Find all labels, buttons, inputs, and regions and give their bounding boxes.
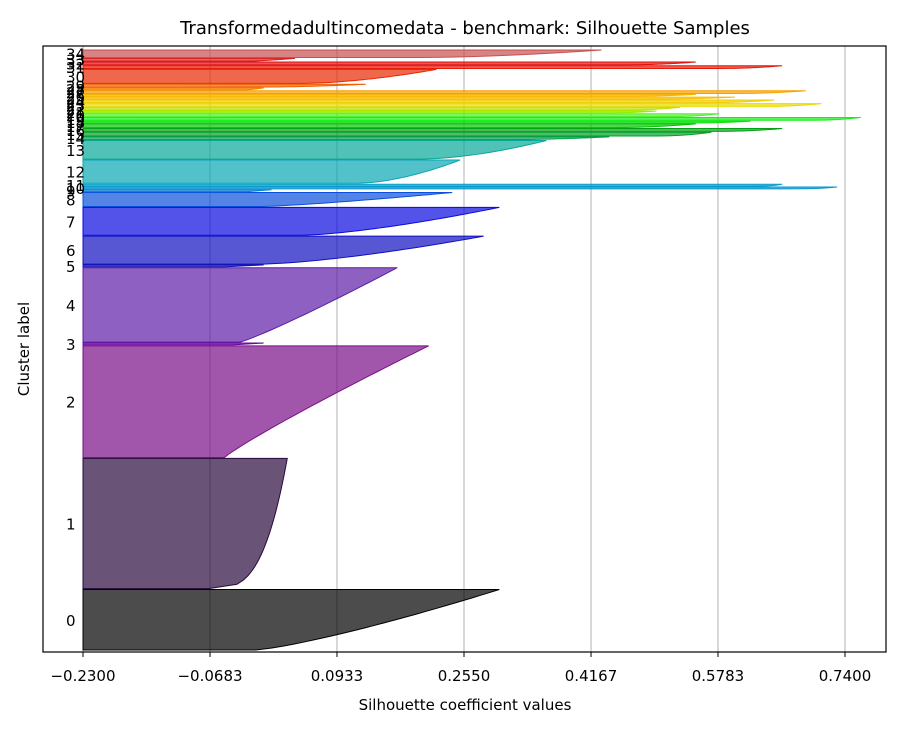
silhouette-cluster-28 <box>82 87 264 91</box>
silhouette-cluster-19 <box>82 116 861 121</box>
silhouette-cluster-8 <box>82 191 453 207</box>
cluster-label-10: 10 <box>66 180 85 198</box>
silhouette-bars <box>82 49 861 651</box>
silhouette-cluster-11 <box>82 183 783 187</box>
silhouette-cluster-16 <box>82 128 783 132</box>
cluster-label-21: 21 <box>66 104 85 122</box>
cluster-label-23: 23 <box>66 97 85 115</box>
silhouette-cluster-32 <box>82 61 696 66</box>
cluster-label-28: 28 <box>66 81 85 99</box>
cluster-label-18: 18 <box>66 114 85 132</box>
cluster-label-14: 14 <box>66 130 85 148</box>
silhouette-cluster-17 <box>82 123 696 129</box>
x-tick-label: 0.5783 <box>692 667 745 685</box>
cluster-label-5: 5 <box>66 258 76 276</box>
silhouette-cluster-1 <box>82 457 288 590</box>
silhouette-cluster-9 <box>82 189 272 193</box>
silhouette-cluster-24 <box>82 99 775 104</box>
cluster-label-8: 8 <box>66 192 76 210</box>
cluster-label-32: 32 <box>66 55 85 73</box>
x-tick-label: 0.2550 <box>438 667 491 685</box>
cluster-label-24: 24 <box>66 93 85 111</box>
silhouette-cluster-3 <box>82 342 264 346</box>
x-axis-label: Silhouette coefficient values <box>359 696 572 714</box>
silhouette-cluster-23 <box>82 103 822 107</box>
silhouette-cluster-21 <box>82 110 657 114</box>
cluster-label-15: 15 <box>66 126 85 144</box>
cluster-label-9: 9 <box>66 183 76 201</box>
cluster-label-34: 34 <box>66 46 85 64</box>
cluster-label-2: 2 <box>66 394 76 412</box>
cluster-label-25: 25 <box>66 90 85 108</box>
cluster-label-6: 6 <box>66 242 76 260</box>
y-axis-label: Cluster label <box>15 302 33 396</box>
cluster-labels: 0123456789101112131415161718192021222324… <box>66 46 85 630</box>
cluster-label-1: 1 <box>66 516 76 534</box>
x-tick-label: 0.4167 <box>565 667 618 685</box>
cluster-label-16: 16 <box>66 122 85 140</box>
silhouette-cluster-2 <box>82 345 429 458</box>
cluster-label-31: 31 <box>66 59 85 77</box>
silhouette-cluster-33 <box>82 57 296 62</box>
cluster-label-12: 12 <box>66 164 85 182</box>
cluster-label-3: 3 <box>66 336 76 354</box>
x-axis-ticks: −0.2300 −0.0683 0.0933 0.2550 0.4167 0.5783 0.… <box>50 652 871 685</box>
silhouette-cluster-7 <box>82 206 500 236</box>
cluster-label-11: 11 <box>66 177 85 195</box>
silhouette-cluster-4 <box>82 267 398 343</box>
silhouette-cluster-18 <box>82 120 751 124</box>
cluster-label-27: 27 <box>66 84 85 102</box>
silhouette-cluster-5 <box>82 264 264 268</box>
cluster-label-0: 0 <box>66 612 76 630</box>
silhouette-cluster-12 <box>82 159 461 184</box>
silhouette-cluster-15 <box>82 131 712 137</box>
cluster-label-22: 22 <box>66 101 85 119</box>
chart-title: Transformedadultincomedata - benchmark: … <box>179 18 750 39</box>
silhouette-cluster-6 <box>82 235 484 265</box>
silhouette-cluster-26 <box>82 93 696 97</box>
cluster-label-29: 29 <box>66 78 85 96</box>
cluster-label-26: 26 <box>66 87 85 105</box>
cluster-label-4: 4 <box>66 297 76 315</box>
silhouette-cluster-14 <box>82 136 610 141</box>
silhouette-cluster-0 <box>82 589 500 651</box>
cluster-label-20: 20 <box>66 107 85 125</box>
silhouette-cluster-30 <box>82 68 437 84</box>
x-tick-label: 0.7400 <box>819 667 872 685</box>
silhouette-cluster-13 <box>82 140 547 160</box>
cluster-label-13: 13 <box>66 142 85 160</box>
cluster-label-33: 33 <box>66 52 85 70</box>
cluster-label-19: 19 <box>66 111 85 129</box>
silhouette-cluster-10 <box>82 186 838 190</box>
cluster-label-7: 7 <box>66 213 76 231</box>
x-tick-label: 0.0933 <box>311 667 364 685</box>
silhouette-cluster-20 <box>82 113 720 118</box>
silhouette-cluster-31 <box>82 65 783 70</box>
silhouette-cluster-34 <box>82 49 602 58</box>
cluster-label-17: 17 <box>66 118 85 136</box>
silhouette-cluster-27 <box>82 90 806 95</box>
silhouette-cluster-29 <box>82 83 366 88</box>
x-tick-label: −0.2300 <box>50 667 115 685</box>
silhouette-cluster-25 <box>82 96 736 100</box>
silhouette-cluster-22 <box>82 106 681 111</box>
x-tick-label: −0.0683 <box>177 667 242 685</box>
cluster-label-30: 30 <box>66 68 85 86</box>
